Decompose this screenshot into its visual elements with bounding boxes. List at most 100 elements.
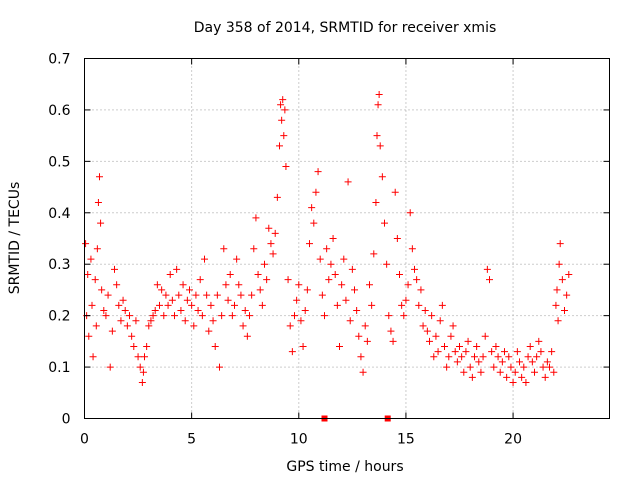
- data-point: [104, 291, 112, 299]
- data-point: [267, 240, 275, 248]
- y-tick-label: 0.1: [48, 360, 70, 376]
- data-point: [128, 332, 136, 340]
- data-point: [198, 312, 206, 320]
- data-point: [374, 101, 382, 109]
- data-point: [84, 271, 92, 278]
- data-point: [261, 260, 268, 268]
- data-point: [376, 142, 384, 150]
- data-point: [98, 286, 106, 294]
- data-point: [175, 291, 183, 299]
- data-point: [286, 322, 294, 330]
- y-tick-label: 0.2: [48, 309, 70, 325]
- data-point: [250, 245, 258, 253]
- data-point: [481, 332, 489, 340]
- x-tick-labels: 0 5 10 15 20: [80, 432, 522, 448]
- data-point: [126, 312, 133, 320]
- data-point: [141, 353, 148, 361]
- data-point: [541, 373, 549, 381]
- data-point: [130, 343, 138, 350]
- data-point: [303, 286, 311, 294]
- data-point: [278, 116, 286, 124]
- data-point: [186, 286, 193, 294]
- data-point: [143, 343, 151, 350]
- data-point: [543, 358, 551, 366]
- grid-lines: [84, 58, 610, 419]
- data-point: [511, 368, 519, 376]
- data-point: [306, 240, 313, 248]
- data-point: [269, 250, 277, 258]
- data-point: [256, 286, 264, 294]
- data-point: [82, 240, 90, 248]
- axis-ticks: [84, 58, 610, 419]
- data-point: [432, 332, 440, 340]
- data-point: [539, 363, 547, 371]
- data-point: [430, 353, 438, 361]
- data-point: [447, 332, 455, 340]
- data-point: [299, 343, 307, 350]
- data-point: [340, 255, 348, 263]
- data-point: [331, 271, 339, 278]
- data-point: [297, 317, 305, 325]
- data-point: [522, 379, 530, 386]
- data-point: [134, 353, 142, 361]
- data-point: [243, 332, 251, 340]
- data-point: [373, 132, 381, 140]
- y-tick-label: 0.5: [48, 154, 70, 170]
- data-point: [419, 322, 427, 330]
- data-point: [344, 178, 352, 186]
- data-point: [477, 368, 485, 376]
- data-point: [413, 276, 421, 284]
- data-point: [85, 332, 93, 340]
- data-point: [490, 363, 498, 371]
- data-point: [281, 106, 289, 114]
- data-point: [179, 281, 187, 289]
- data-point: [181, 317, 189, 325]
- data-point: [520, 363, 528, 371]
- data-point: [336, 343, 343, 350]
- data-point: [552, 301, 560, 309]
- data-point: [415, 301, 423, 309]
- y-tick-label: 0: [62, 412, 71, 428]
- data-point: [147, 317, 155, 325]
- data-point: [546, 363, 553, 371]
- data-point: [160, 312, 168, 320]
- data-point: [533, 353, 541, 361]
- data-point: [479, 353, 487, 361]
- data-point: [288, 348, 296, 356]
- data-point: [338, 281, 346, 289]
- data-point: [263, 276, 271, 284]
- data-point: [518, 373, 526, 381]
- data-point: [385, 312, 393, 320]
- data-point: [153, 281, 161, 289]
- data-point: [97, 219, 105, 227]
- data-point: [445, 353, 453, 361]
- x-tick-label: 15: [397, 432, 415, 448]
- data-point: [483, 265, 491, 273]
- data-point: [228, 312, 236, 320]
- data-point: [509, 379, 517, 386]
- data-point: [222, 281, 230, 289]
- data-point: [121, 307, 129, 314]
- data-point: [282, 163, 290, 170]
- data-point: [207, 301, 215, 309]
- data-point: [246, 312, 253, 320]
- data-point: [537, 348, 545, 356]
- data-point: [451, 348, 459, 356]
- data-point: [526, 343, 534, 350]
- data-point: [88, 301, 96, 309]
- data-point: [531, 368, 538, 376]
- data-point: [136, 363, 144, 371]
- data-point: [443, 363, 451, 371]
- data-point: [359, 368, 367, 376]
- data-point: [550, 368, 558, 376]
- y-tick-label: 0.3: [48, 257, 70, 273]
- data-point: [248, 291, 256, 299]
- data-point: [516, 358, 523, 366]
- data-points: [82, 91, 573, 422]
- data-point: [325, 276, 333, 284]
- data-point: [428, 312, 436, 320]
- data-point: [383, 260, 391, 268]
- data-point: [166, 271, 174, 278]
- data-point: [453, 358, 461, 366]
- data-point: [387, 327, 395, 335]
